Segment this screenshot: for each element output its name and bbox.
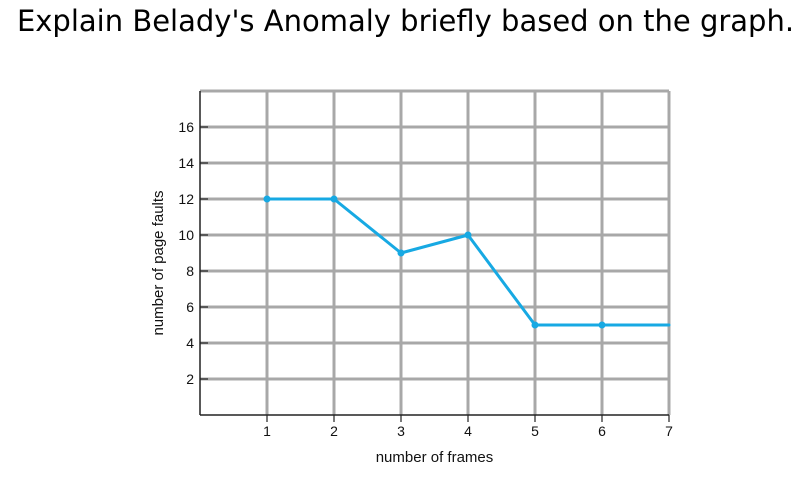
y-axis-title: number of page faults	[150, 190, 167, 335]
y-tick-labels: 2 4 6 8 10 12 14 16	[178, 119, 194, 387]
x-tick-label: 5	[531, 423, 539, 439]
data-point	[464, 231, 472, 239]
x-tick-labels: 1 2 3 4 5 6 7	[263, 423, 673, 439]
grid-lines	[200, 89, 671, 415]
y-tick-label: 8	[186, 263, 194, 279]
y-tick-label: 10	[178, 227, 194, 243]
data-point	[397, 249, 405, 257]
x-tick-label: 4	[464, 423, 472, 439]
data-point	[598, 321, 606, 329]
y-tick-label: 16	[178, 119, 194, 135]
question-text: Explain Belady's Anomaly briefly based o…	[16, 4, 795, 38]
data-point	[263, 195, 271, 203]
axes	[199, 91, 670, 422]
y-tick-label: 2	[186, 371, 194, 387]
x-tick-label: 6	[598, 423, 606, 439]
x-tick-label: 1	[263, 423, 271, 439]
plot-frame	[200, 91, 669, 415]
y-tick-label: 4	[186, 335, 194, 351]
x-axis-title: number of frames	[376, 449, 494, 466]
x-tick-label: 3	[397, 423, 405, 439]
x-tick-label: 7	[665, 423, 673, 439]
data-point	[531, 321, 539, 329]
x-tick-label: 2	[330, 423, 338, 439]
y-tick-label: 6	[186, 299, 194, 315]
y-tick-label: 14	[178, 155, 194, 171]
y-tick-label: 12	[178, 191, 194, 207]
data-point	[330, 195, 338, 203]
series-layer	[263, 195, 671, 329]
